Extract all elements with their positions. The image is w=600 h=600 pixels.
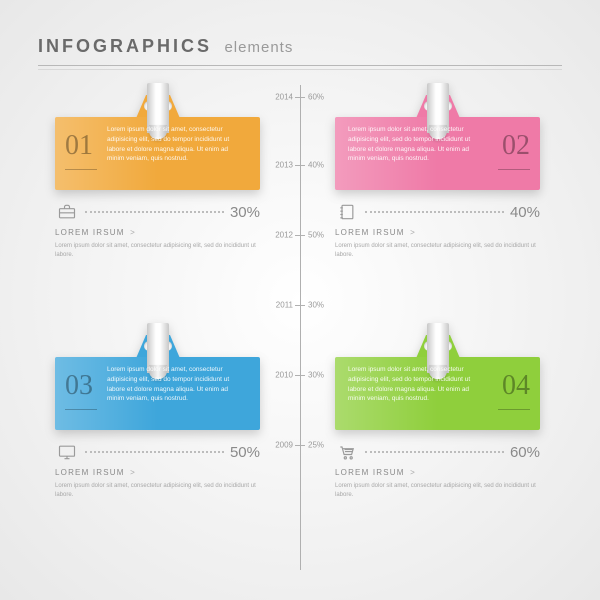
timeline-year: 2012	[275, 231, 293, 240]
tag-slot	[144, 101, 172, 111]
dotted-line	[365, 451, 504, 453]
timeline-pct: 25%	[308, 441, 324, 450]
tag-slot	[144, 341, 172, 351]
timeline-year: 2014	[275, 93, 293, 102]
chevron-right-icon: >	[410, 468, 416, 477]
stat-percent: 60%	[510, 444, 540, 461]
timeline-tick	[295, 445, 305, 446]
timeline-year: 2009	[275, 441, 293, 450]
stat-percent: 30%	[230, 204, 260, 221]
tag-slot	[424, 101, 452, 111]
chevron-right-icon: >	[130, 228, 136, 237]
stat-row: 40%	[335, 202, 540, 222]
card-label: LOREM IRSUM >	[335, 228, 540, 237]
tag-slot	[424, 341, 452, 351]
card-label: LOREM IRSUM >	[55, 228, 260, 237]
dotted-line	[365, 211, 504, 213]
notebook-icon	[335, 202, 359, 222]
card-lorem: Lorem ipsum dolor sit amet, consectetur …	[107, 365, 247, 404]
card-lorem: Lorem ipsum dolor sit amet, consectetur …	[348, 365, 488, 404]
timeline-pct: 30%	[308, 371, 324, 380]
card-number: 01	[65, 130, 93, 162]
timeline-year: 2013	[275, 161, 293, 170]
card-number-underline	[498, 409, 530, 410]
card-number-underline	[65, 409, 97, 410]
briefcase-icon	[55, 202, 79, 222]
card-number-underline	[65, 169, 97, 170]
tag-shape: 04 Lorem ipsum dolor sit amet, consectet…	[335, 335, 540, 430]
card-number: 03	[65, 370, 93, 402]
timeline-pct: 60%	[308, 93, 324, 102]
chevron-right-icon: >	[410, 228, 416, 237]
header: INFOGRAPHICS elements	[38, 36, 562, 70]
stat-row: 30%	[55, 202, 260, 222]
card-label: LOREM IRSUM >	[55, 468, 260, 477]
card-number: 02	[502, 130, 530, 162]
timeline-tick	[295, 97, 305, 98]
dotted-line	[85, 211, 224, 213]
card-description: Lorem ipsum dolor sit amet, consectetur …	[55, 482, 260, 500]
stat-percent: 40%	[510, 204, 540, 221]
info-card-01: 01 Lorem ipsum dolor sit amet, consectet…	[55, 95, 260, 260]
card-lorem: Lorem ipsum dolor sit amet, consectetur …	[107, 125, 247, 164]
header-rule-2	[38, 69, 562, 70]
timeline-year: 2011	[276, 301, 293, 310]
monitor-icon	[55, 442, 79, 462]
timeline-tick	[295, 375, 305, 376]
stat-row: 60%	[335, 442, 540, 462]
title-main: INFOGRAPHICS	[38, 36, 212, 56]
timeline-pct: 30%	[308, 301, 324, 310]
header-rule-1	[38, 65, 562, 66]
stat-percent: 50%	[230, 444, 260, 461]
card-lorem: Lorem ipsum dolor sit amet, consectetur …	[348, 125, 488, 164]
card-number: 04	[502, 370, 530, 402]
timeline-axis: 201460%201340%201250%201130%201030%20092…	[300, 85, 301, 570]
timeline-tick	[295, 305, 305, 306]
card-label: LOREM IRSUM >	[335, 468, 540, 477]
timeline-tick	[295, 165, 305, 166]
info-card-02: 02 Lorem ipsum dolor sit amet, consectet…	[335, 95, 540, 260]
timeline-pct: 40%	[308, 161, 324, 170]
dotted-line	[85, 451, 224, 453]
card-description: Lorem ipsum dolor sit amet, consectetur …	[335, 242, 540, 260]
cart-icon	[335, 442, 359, 462]
stat-row: 50%	[55, 442, 260, 462]
card-description: Lorem ipsum dolor sit amet, consectetur …	[335, 482, 540, 500]
title-sub: elements	[224, 39, 293, 56]
tag-shape: 01 Lorem ipsum dolor sit amet, consectet…	[55, 95, 260, 190]
card-description: Lorem ipsum dolor sit amet, consectetur …	[55, 242, 260, 260]
tag-shape: 03 Lorem ipsum dolor sit amet, consectet…	[55, 335, 260, 430]
card-number-underline	[498, 169, 530, 170]
tag-shape: 02 Lorem ipsum dolor sit amet, consectet…	[335, 95, 540, 190]
timeline-pct: 50%	[308, 231, 324, 240]
info-card-04: 04 Lorem ipsum dolor sit amet, consectet…	[335, 335, 540, 500]
info-card-03: 03 Lorem ipsum dolor sit amet, consectet…	[55, 335, 260, 500]
timeline-tick	[295, 235, 305, 236]
timeline-year: 2010	[275, 371, 293, 380]
chevron-right-icon: >	[130, 468, 136, 477]
